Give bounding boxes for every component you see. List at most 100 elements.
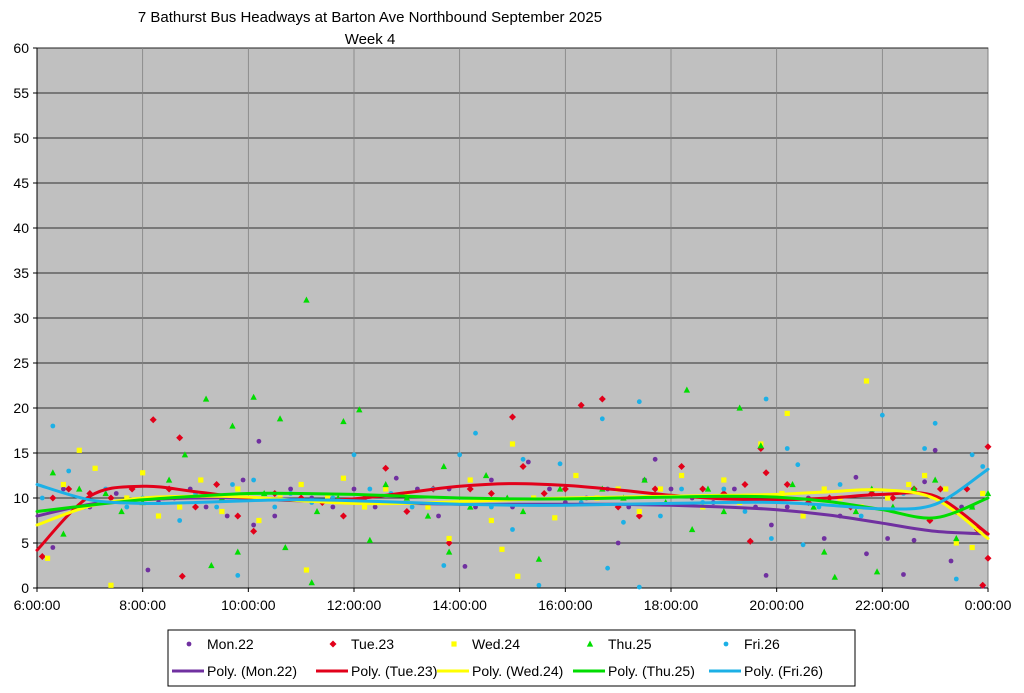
series-4-point	[621, 519, 626, 525]
series-3-point	[556, 485, 564, 492]
y-axis: 0 5 10 15 20 25 30 35 40 45 50 55 60	[13, 40, 38, 596]
series-4-point	[557, 461, 563, 467]
series-3-point	[467, 503, 474, 510]
series-3-point	[688, 526, 696, 533]
series-0-point	[911, 537, 917, 543]
series-0-point	[113, 491, 119, 496]
series-4-point	[510, 527, 515, 532]
series-2-point	[863, 378, 870, 384]
series-2-point	[92, 465, 98, 471]
series-2-point	[657, 486, 664, 492]
series-1-point	[635, 512, 643, 520]
series-3-point	[704, 485, 712, 492]
series-0-point	[864, 551, 869, 557]
series-2-point	[821, 486, 827, 492]
series-0-point	[922, 479, 927, 485]
series-4-point	[536, 582, 542, 588]
series-3-point	[303, 296, 310, 303]
series-1-point	[577, 401, 585, 409]
y-tick-label: 0	[21, 580, 29, 596]
series-2-point	[467, 477, 473, 483]
x-tick-label: 20:00:00	[749, 597, 804, 613]
series-4-point	[800, 542, 806, 548]
series-1-point	[65, 485, 73, 493]
series-3-point	[118, 508, 125, 515]
legend-label: Thu.25	[608, 636, 652, 652]
legend-label: Poly. (Mon.22)	[207, 663, 297, 679]
series-2-point	[499, 546, 505, 552]
series-2-point	[721, 477, 727, 483]
trendline-4	[35, 467, 990, 511]
series-3-point	[208, 562, 215, 569]
series-0-point	[821, 536, 827, 541]
series-1-point	[49, 494, 57, 502]
series-4-point	[636, 584, 642, 590]
series-4-point	[932, 420, 938, 426]
series-2-point	[60, 481, 67, 488]
series-0-point	[256, 438, 262, 444]
series-2-point	[885, 495, 891, 501]
series-4-point	[599, 416, 605, 422]
series-0-point	[61, 486, 66, 492]
series-2-point	[177, 504, 183, 510]
series-3-point	[440, 463, 448, 470]
y-tick-label: 15	[13, 445, 29, 461]
y-tick-label: 10	[13, 490, 29, 506]
x-tick-label: 0:00:00	[965, 597, 1012, 613]
series-4-point	[658, 513, 663, 519]
series-1-point	[741, 481, 749, 488]
legend-label: Poly. (Fri.26)	[744, 663, 823, 679]
series-0-point	[525, 459, 531, 465]
series-1-point	[466, 485, 474, 493]
series-1-point	[149, 416, 157, 424]
series-3-point	[340, 418, 347, 425]
legend-marker-2	[451, 641, 457, 647]
series-0-point	[251, 522, 257, 528]
series-1-point	[783, 481, 791, 488]
series-3-point	[202, 395, 210, 402]
series-1-point	[984, 554, 992, 562]
series-0-point	[224, 513, 230, 519]
series-0-point	[288, 486, 293, 492]
series-0-point	[351, 486, 357, 492]
series-0-point	[330, 504, 336, 510]
series-2-point	[298, 481, 304, 488]
series-3-point	[535, 555, 543, 562]
series-0-point	[462, 564, 468, 569]
series-1-point	[192, 503, 199, 511]
series-0-point	[272, 513, 278, 519]
series-1-point	[984, 443, 992, 451]
series-4-point	[367, 486, 373, 492]
series-4-point	[235, 573, 241, 578]
series-4-point	[351, 452, 357, 458]
series-3-point	[102, 490, 109, 497]
series-1-point	[699, 485, 707, 493]
legend-label: Poly. (Wed.24)	[472, 663, 563, 679]
series-4-point	[251, 477, 257, 483]
legend-label: Mon.22	[207, 636, 254, 652]
series-3-point	[720, 508, 728, 515]
series-2-point	[140, 470, 146, 476]
series-2-point	[155, 513, 162, 519]
series-1-point	[598, 395, 606, 403]
series-2-point	[303, 567, 310, 573]
series-3-point	[789, 481, 796, 488]
series-2-point	[124, 495, 130, 501]
series-0-point	[145, 567, 151, 573]
series-4-point	[879, 412, 885, 418]
series-2-point	[969, 544, 975, 551]
series-3-point	[356, 406, 363, 413]
series-0-point	[615, 540, 621, 546]
series-3-point	[873, 568, 881, 575]
series-1-point	[979, 581, 987, 589]
series-0-point	[768, 522, 774, 528]
series-1-point	[678, 463, 686, 470]
series-4-point	[795, 462, 801, 468]
series-0-point	[668, 486, 674, 492]
series-1-point	[178, 572, 186, 580]
series-0-point	[652, 456, 658, 462]
series-3-point	[984, 490, 992, 497]
series-1-point	[651, 485, 659, 493]
series-3-point	[641, 476, 648, 483]
series-2-point	[256, 517, 262, 524]
